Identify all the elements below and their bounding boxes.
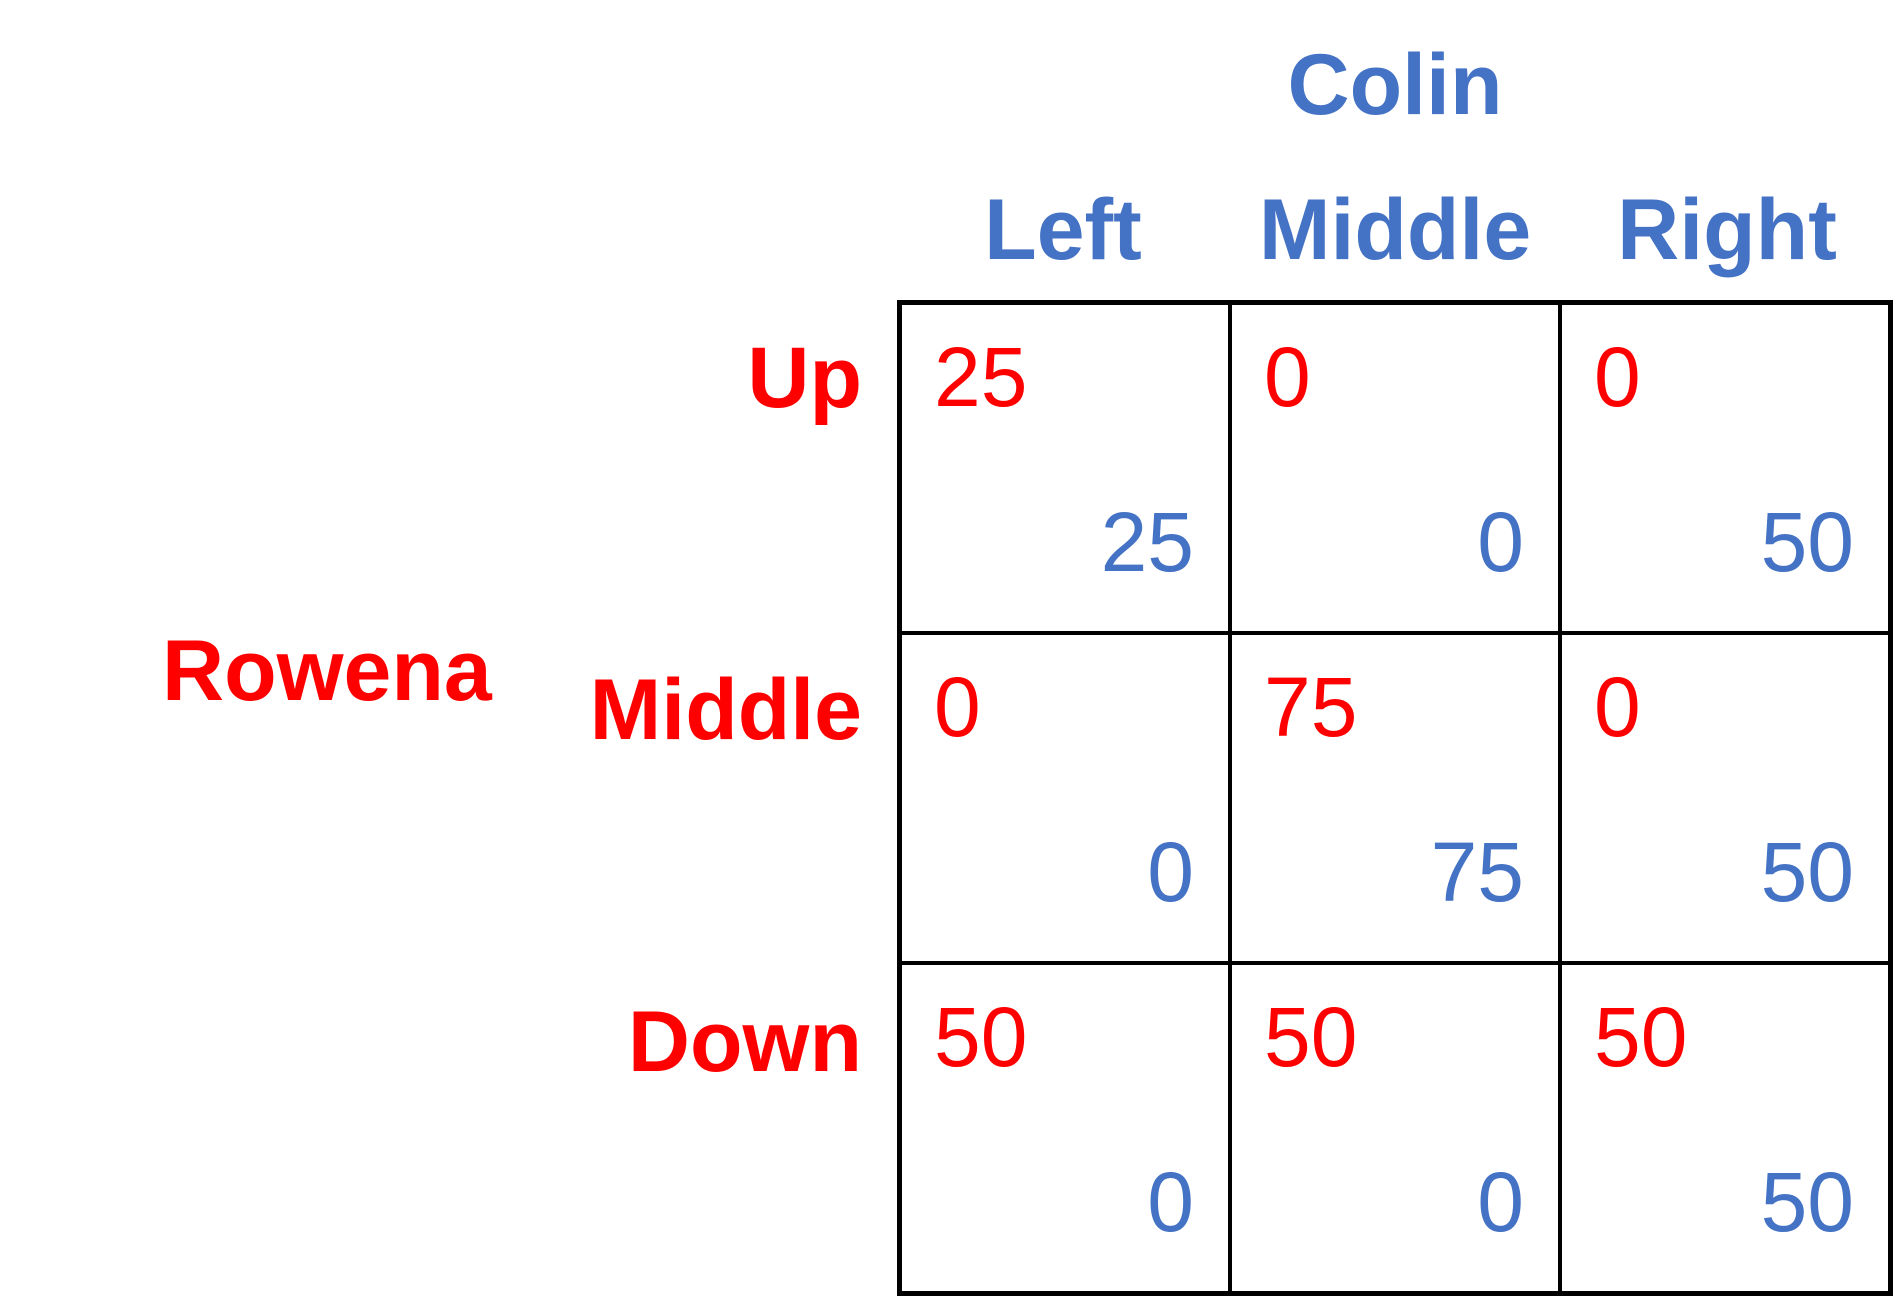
colin-payoff: 0 (1477, 1155, 1524, 1249)
rowena-payoff: 0 (934, 660, 981, 754)
rowena-payoff: 0 (1594, 330, 1641, 424)
cell-middle-right: 0 50 (1560, 633, 1890, 963)
cell-down-middle: 50 0 (1230, 963, 1560, 1293)
colin-payoff: 50 (1760, 825, 1854, 919)
column-header-middle: Middle (1258, 182, 1532, 278)
rowena-payoff: 0 (1264, 330, 1311, 424)
cell-down-right: 50 50 (1560, 963, 1890, 1293)
row-header-down: Down (627, 994, 862, 1090)
colin-payoff: 25 (1100, 495, 1194, 589)
colin-payoff: 75 (1430, 825, 1524, 919)
colin-payoff: 50 (1760, 495, 1854, 589)
column-header-left: Left (984, 182, 1142, 278)
column-header-right: Right (1617, 182, 1837, 278)
cell-up-middle: 0 0 (1230, 303, 1560, 633)
rowena-payoff: 50 (934, 990, 1028, 1084)
rowena-payoff: 50 (1264, 990, 1358, 1084)
cell-up-right: 0 50 (1560, 303, 1890, 633)
row-header-middle: Middle (589, 662, 862, 758)
column-player-label: Colin (1287, 37, 1503, 133)
colin-payoff: 0 (1147, 1155, 1194, 1249)
row-header-up: Up (747, 330, 862, 426)
cell-down-left: 50 0 (900, 963, 1230, 1293)
cell-up-left: 25 25 (900, 303, 1230, 633)
rowena-payoff: 75 (1264, 660, 1358, 754)
colin-payoff: 0 (1477, 495, 1524, 589)
cell-middle-middle: 75 75 (1230, 633, 1560, 963)
rowena-payoff: 50 (1594, 990, 1688, 1084)
rowena-payoff: 0 (1594, 660, 1641, 754)
payoff-matrix: 25 25 0 0 0 50 0 0 75 75 0 50 50 0 50 0 … (897, 300, 1893, 1296)
colin-payoff: 0 (1147, 825, 1194, 919)
row-player-label: Rowena (162, 623, 492, 719)
colin-payoff: 50 (1760, 1155, 1854, 1249)
rowena-payoff: 25 (934, 330, 1028, 424)
cell-middle-left: 0 0 (900, 633, 1230, 963)
